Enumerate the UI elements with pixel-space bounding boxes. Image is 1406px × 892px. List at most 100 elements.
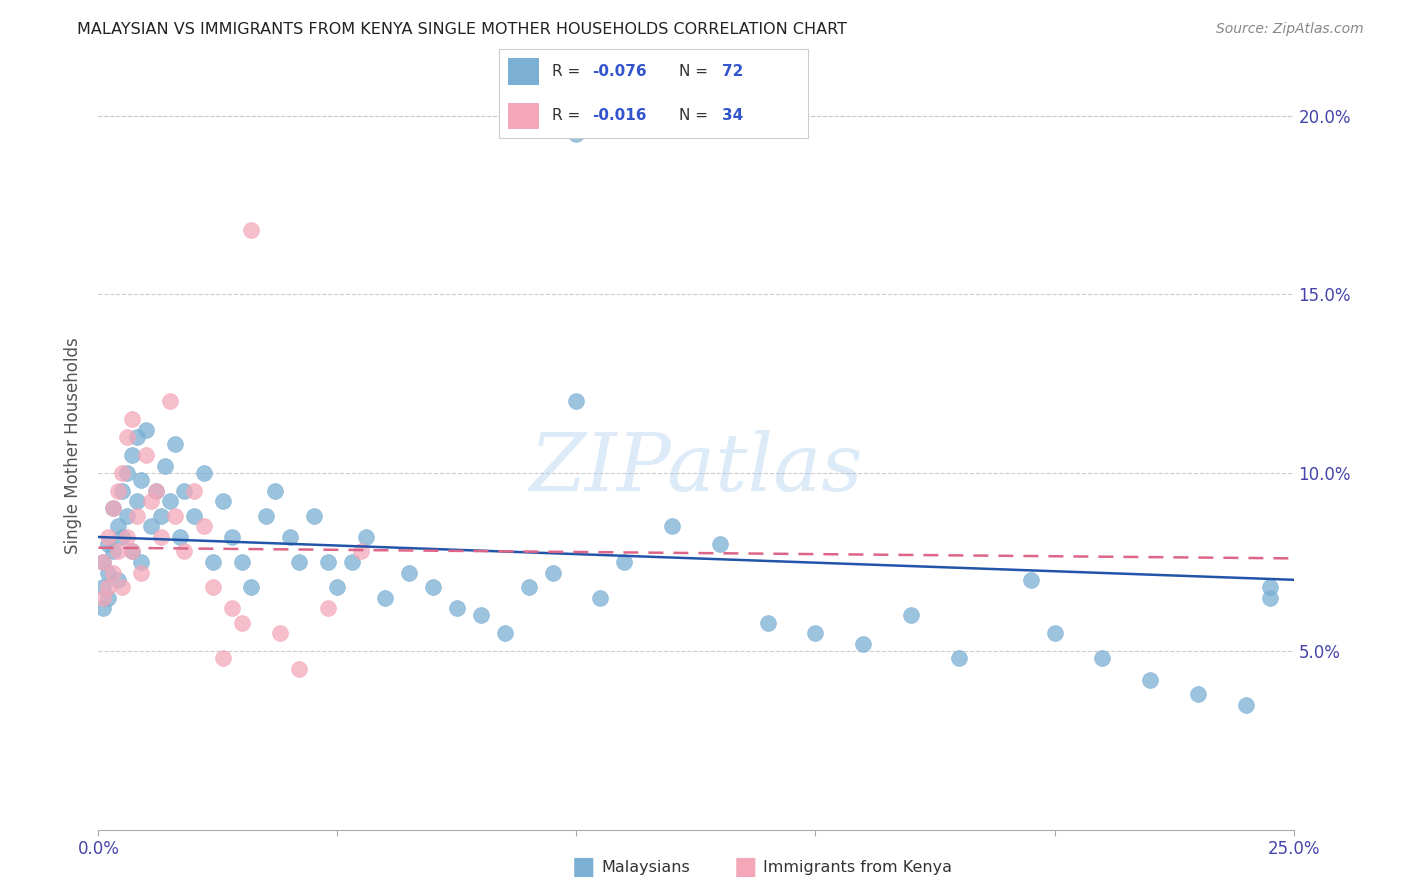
Text: 72: 72	[721, 64, 744, 78]
Point	[374, 591, 396, 605]
Point	[221, 530, 243, 544]
Point	[145, 483, 167, 498]
Point	[131, 555, 153, 569]
Point	[278, 530, 301, 544]
Point	[661, 519, 683, 533]
Point	[115, 508, 138, 523]
Point	[97, 537, 120, 551]
Point	[240, 223, 263, 237]
Point	[101, 501, 124, 516]
Point	[97, 530, 120, 544]
Point	[302, 508, 325, 523]
Point	[193, 519, 215, 533]
Text: -0.076: -0.076	[592, 64, 647, 78]
Text: -0.016: -0.016	[592, 109, 647, 123]
Point	[125, 494, 148, 508]
Point	[111, 580, 134, 594]
Point	[221, 601, 243, 615]
Point	[1187, 687, 1209, 701]
Point	[494, 626, 516, 640]
Point	[125, 508, 148, 523]
Text: R =: R =	[551, 109, 585, 123]
Point	[97, 591, 120, 605]
Point	[900, 608, 922, 623]
Text: MALAYSIAN VS IMMIGRANTS FROM KENYA SINGLE MOTHER HOUSEHOLDS CORRELATION CHART: MALAYSIAN VS IMMIGRANTS FROM KENYA SINGL…	[77, 22, 848, 37]
Point	[121, 544, 143, 558]
Point	[121, 448, 143, 462]
Point	[125, 430, 148, 444]
Point	[91, 591, 114, 605]
Point	[135, 448, 157, 462]
Point	[135, 423, 157, 437]
Point	[173, 544, 195, 558]
Point	[211, 494, 233, 508]
Point	[97, 580, 120, 594]
FancyBboxPatch shape	[499, 49, 808, 138]
Point	[155, 458, 177, 473]
Point	[1043, 626, 1066, 640]
Point	[131, 473, 153, 487]
Point	[350, 544, 373, 558]
Point	[121, 412, 143, 426]
Point	[354, 530, 377, 544]
Bar	[509, 58, 540, 85]
Point	[340, 555, 363, 569]
Point	[422, 580, 444, 594]
Point	[159, 394, 181, 409]
Point	[97, 566, 120, 580]
Point	[91, 601, 114, 615]
Point	[91, 555, 114, 569]
Point	[231, 555, 253, 569]
Point	[231, 615, 253, 630]
Text: ZIPatlas: ZIPatlas	[529, 430, 863, 508]
Point	[1234, 698, 1257, 712]
Point	[446, 601, 468, 615]
Point	[202, 555, 225, 569]
Point	[115, 530, 138, 544]
Text: Source: ZipAtlas.com: Source: ZipAtlas.com	[1216, 22, 1364, 37]
Point	[613, 555, 636, 569]
Point	[589, 591, 612, 605]
Point	[1258, 591, 1281, 605]
Point	[111, 483, 134, 498]
Point	[163, 437, 186, 451]
Point	[111, 466, 134, 480]
Point	[316, 601, 339, 615]
Point	[565, 394, 588, 409]
Point	[91, 580, 114, 594]
Point	[183, 483, 205, 498]
Point	[288, 555, 311, 569]
Point	[288, 662, 311, 676]
Point	[756, 615, 779, 630]
Point	[565, 127, 588, 141]
Point	[193, 466, 215, 480]
Point	[107, 544, 129, 558]
Point	[948, 651, 970, 665]
Point	[517, 580, 540, 594]
Text: Immigrants from Kenya: Immigrants from Kenya	[763, 860, 952, 874]
Point	[1139, 673, 1161, 687]
Point	[159, 494, 181, 508]
Point	[1091, 651, 1114, 665]
Bar	[509, 103, 540, 129]
Point	[709, 537, 731, 551]
Point	[163, 508, 186, 523]
Point	[1258, 580, 1281, 594]
Point	[326, 580, 349, 594]
Text: ■: ■	[572, 855, 595, 879]
Point	[316, 555, 339, 569]
Point	[107, 573, 129, 587]
Point	[101, 566, 124, 580]
Point	[149, 530, 172, 544]
Point	[121, 544, 143, 558]
Point	[145, 483, 167, 498]
Point	[111, 530, 134, 544]
Point	[470, 608, 492, 623]
Text: 34: 34	[721, 109, 744, 123]
Point	[107, 483, 129, 498]
Point	[240, 580, 263, 594]
Point	[1019, 573, 1042, 587]
Point	[183, 508, 205, 523]
Point	[264, 483, 287, 498]
Text: R =: R =	[551, 64, 585, 78]
